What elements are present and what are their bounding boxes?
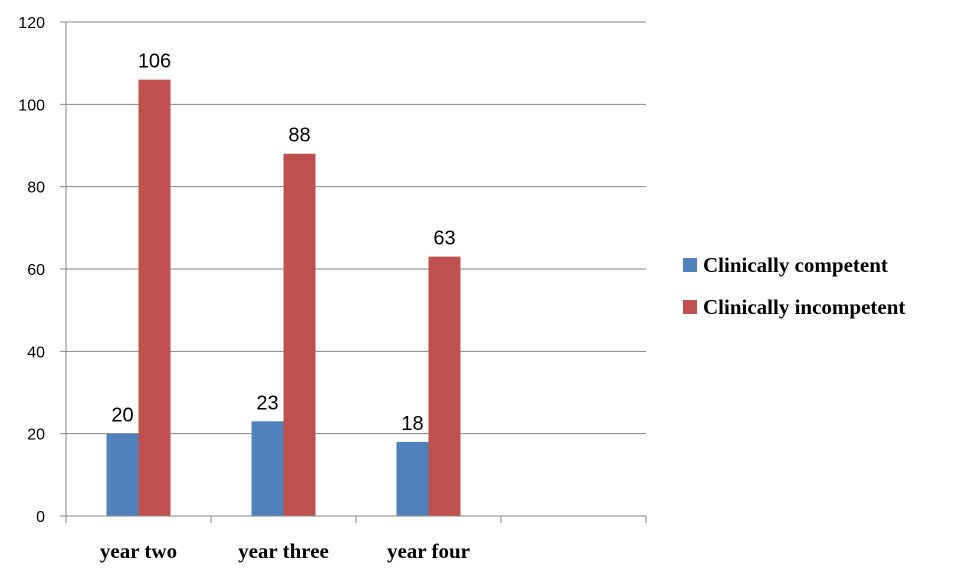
legend: Clinically competent Clinically incompete… (683, 253, 905, 319)
x-category-label: year four (387, 539, 470, 563)
axis-layer (60, 21, 647, 523)
x-category-label: year two (100, 539, 177, 563)
legend-swatch (683, 258, 697, 272)
data-label: 18 (401, 413, 423, 435)
data-label: 23 (256, 392, 278, 414)
bars-layer (106, 79, 461, 516)
y-tick-label: 100 (18, 97, 45, 114)
data-label: 63 (433, 228, 455, 250)
y-tick-label: 20 (27, 427, 45, 444)
data-label: 88 (288, 125, 310, 147)
bar-competent (251, 421, 284, 516)
bar-incompetent (138, 79, 171, 516)
y-tick-label: 0 (36, 509, 45, 526)
x-category-label: year three (238, 539, 329, 563)
legend-label: Clinically competent (703, 253, 888, 277)
data-label: 106 (138, 51, 171, 73)
y-tick-label: 120 (18, 15, 45, 32)
data-label: 20 (111, 405, 133, 427)
bar-incompetent (428, 256, 461, 516)
y-tick-label: 80 (27, 180, 45, 197)
labels-layer: 0 20 40 60 80 100 120 20 106 year two 23 88 year thr… (18, 15, 470, 563)
y-tick-label: 60 (27, 262, 45, 279)
bar-competent (396, 441, 429, 516)
legend-label: Clinically incompetent (703, 295, 905, 319)
bar-incompetent (283, 153, 316, 516)
legend-swatch (683, 300, 697, 314)
y-tick-label: 40 (27, 344, 45, 361)
bar-competent (106, 433, 139, 516)
